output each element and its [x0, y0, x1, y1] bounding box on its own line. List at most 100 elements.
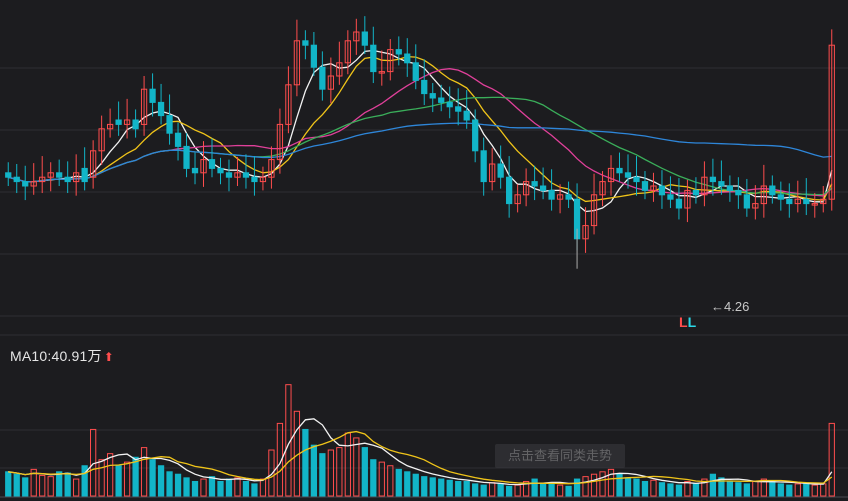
down-candle [709, 176, 717, 183]
down-candle [769, 185, 776, 196]
down-candle [208, 159, 216, 169]
up-candle [353, 31, 360, 42]
volume-bar [769, 480, 776, 497]
volume-bar [81, 465, 88, 497]
down-candle [166, 115, 173, 134]
ma60-line [8, 122, 832, 183]
volume-bar [140, 447, 148, 497]
volume-bar [47, 476, 54, 497]
volume-bar [548, 482, 555, 497]
down-candle [658, 185, 666, 196]
volume-bar [336, 447, 343, 497]
volume-bar [132, 456, 139, 497]
volume-bar [370, 459, 377, 497]
volume-bar [616, 473, 623, 497]
down-candle [81, 167, 88, 183]
down-candle [641, 181, 649, 191]
volume-bar [497, 483, 504, 497]
up-candle [514, 194, 521, 205]
down-candle [412, 62, 419, 81]
up-candle [378, 71, 385, 74]
volume-bar [582, 476, 589, 497]
volume-bar [395, 468, 402, 497]
down-candle [251, 176, 258, 183]
ma20-line [8, 68, 833, 197]
ma10-label: MA10:40.91万 [10, 348, 102, 364]
volume-bar [191, 480, 199, 497]
down-candle [22, 181, 29, 187]
volume-bar [539, 483, 547, 497]
down-candle [174, 132, 182, 147]
up-candle [285, 84, 292, 125]
down-candle [624, 172, 632, 178]
volume-bar [73, 478, 80, 497]
moving-average-lines [8, 49, 833, 213]
volume-bar [803, 482, 810, 497]
down-candle [149, 88, 156, 103]
similar-trend-button[interactable]: 点击查看同类走势 [495, 444, 625, 468]
volume-bar [412, 473, 419, 497]
volume-bar [531, 478, 538, 497]
volume-bar [692, 483, 700, 497]
down-candle [692, 189, 700, 196]
down-candle [302, 40, 309, 46]
up-candle [234, 172, 241, 178]
up-candle [794, 198, 801, 205]
down-candle [5, 172, 12, 178]
volume-bar [701, 478, 708, 497]
down-candle [242, 172, 250, 178]
volume-bar [302, 428, 309, 497]
up-candle [820, 198, 827, 205]
volume-bar [268, 449, 275, 497]
down-candle [726, 185, 734, 191]
up-candle [828, 44, 835, 200]
down-candle [429, 93, 436, 99]
down-candle [115, 119, 122, 125]
volume-bar [183, 477, 190, 497]
volume-bar [472, 483, 479, 497]
up-candle [752, 203, 759, 209]
up-candle [30, 181, 37, 187]
down-candle [506, 176, 513, 205]
down-candle [718, 181, 725, 187]
down-candle [56, 172, 63, 178]
volume-bar [327, 449, 334, 497]
down-candle [183, 145, 190, 169]
up-candle [582, 225, 589, 240]
volume-bar [599, 471, 606, 497]
up-candle [607, 167, 615, 183]
volume-bar [633, 478, 640, 497]
down-candle [480, 150, 487, 183]
up-candle [760, 185, 767, 205]
down-candle [531, 181, 538, 187]
volume-bar [675, 484, 683, 497]
volume-bar [794, 483, 801, 497]
volume-bar [658, 482, 666, 497]
volume-bar [234, 477, 241, 497]
volume-bar [641, 480, 649, 497]
down-candle [404, 53, 411, 64]
price-candles [5, 16, 835, 269]
volume-bar [760, 478, 767, 497]
down-candle [539, 185, 547, 191]
volume-bar [344, 432, 351, 497]
volume-bar [242, 480, 250, 497]
down-candle [548, 189, 555, 200]
down-candle [438, 97, 445, 103]
volume-bar [22, 477, 29, 497]
volume-bar [208, 476, 216, 497]
volume-bar [157, 465, 165, 497]
down-candle [421, 79, 428, 95]
volume-bar [514, 484, 521, 497]
volume-bar [123, 461, 131, 497]
volume-bar [446, 479, 453, 497]
volume-bar [522, 480, 530, 497]
up-candle [293, 40, 301, 86]
down-candle [735, 189, 742, 196]
down-candle [463, 110, 470, 121]
down-candle [64, 176, 71, 183]
volume-bar [506, 485, 513, 497]
signal-letter-2: L [687, 314, 697, 330]
ma10-up-arrow-icon: ⬆ [103, 350, 114, 364]
